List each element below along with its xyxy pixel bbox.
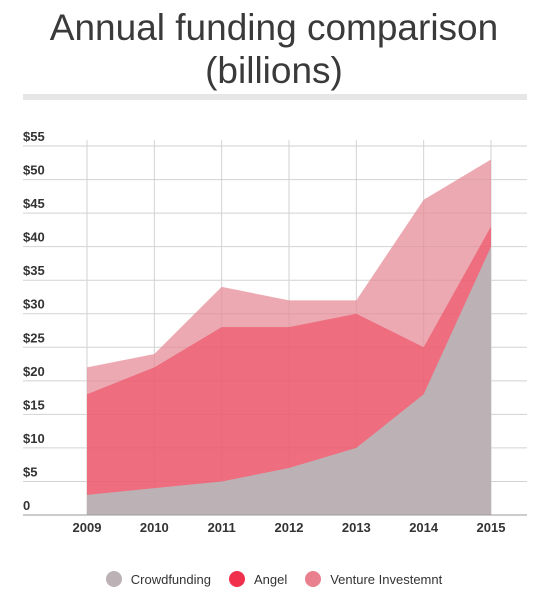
chart-title-line-2: (billions): [205, 50, 343, 91]
y-tick-label: $5: [23, 464, 37, 479]
y-tick-label: $50: [23, 163, 45, 178]
legend-item-crowdfunding: Crowdfunding: [105, 571, 211, 587]
y-tick-label: $45: [23, 196, 45, 211]
y-tick-label: $35: [23, 263, 45, 278]
area-crowdfunding: [87, 246, 491, 515]
y-tick-label: $10: [23, 431, 45, 446]
area-chart: 0$5$10$15$20$25$30$35$40$45$50$55 2009 20…: [23, 129, 527, 535]
y-tick-label: $40: [23, 230, 45, 245]
y-tick-label: $15: [23, 397, 45, 412]
chart-title-line-1: Annual funding comparison: [49, 7, 499, 48]
x-tick-label: 2015: [477, 520, 506, 535]
legend-label: Angel: [253, 571, 288, 587]
legend-swatch: [228, 571, 245, 587]
legend-label: Venture Investemnt: [330, 571, 443, 587]
y-tick-label: $25: [23, 330, 45, 345]
title-divider: [23, 94, 527, 100]
area-series: [87, 159, 491, 516]
legend: Crowdfunding Angel Venture Investemnt: [0, 571, 548, 587]
chart-title: Annual funding comparison (billions): [0, 6, 548, 92]
y-tick-label: $20: [23, 364, 45, 379]
y-axis-ticks: 0 $5 $10 $15 $20 $25 $30 $35 $40 $45 $50 $55: [23, 129, 45, 513]
x-tick-label: 2009: [73, 520, 102, 535]
x-tick-label: 2011: [208, 520, 236, 535]
x-axis-ticks: 2009 2010 2011 2012 2013 2014 2015: [73, 520, 506, 535]
legend-item-venture-investemnt: Venture Investemnt: [305, 571, 442, 587]
x-tick-label: 2010: [140, 520, 169, 535]
y-tick-label: $55: [23, 129, 45, 144]
legend-item-angel: Angel: [228, 571, 288, 587]
y-tick-label: $30: [23, 297, 45, 312]
x-tick-label: 2013: [342, 520, 371, 535]
legend-swatch: [305, 571, 322, 587]
legend-label: Crowdfunding: [130, 571, 211, 587]
x-tick-label: 2012: [275, 520, 304, 535]
legend-swatch: [105, 571, 122, 587]
x-tick-label: 2014: [409, 520, 439, 535]
y-tick-label: 0: [23, 498, 30, 513]
